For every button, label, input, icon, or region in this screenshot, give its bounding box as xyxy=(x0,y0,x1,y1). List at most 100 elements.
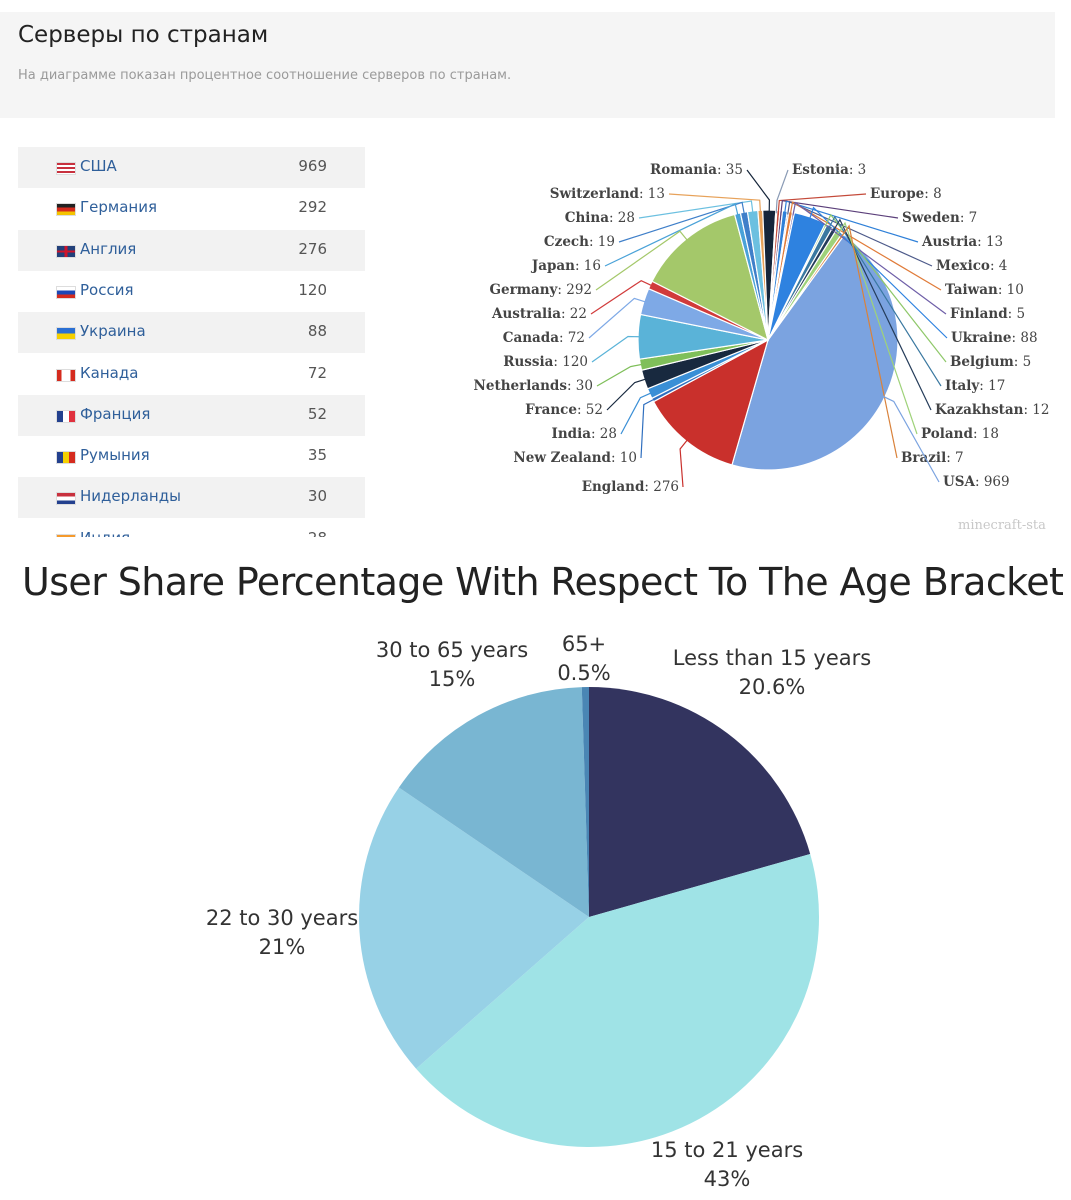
slice-label: USA: 969 xyxy=(943,474,1010,490)
pie-slice xyxy=(416,853,820,1148)
slice-label: Estonia: 3 xyxy=(792,162,866,178)
slice-label: New Zealand: 10 xyxy=(513,450,637,466)
leader-line xyxy=(792,201,947,315)
slice-label: China: 28 xyxy=(565,210,635,226)
slice-label: Japan: 16 xyxy=(531,258,601,274)
age-chart-title: User Share Percentage With Respect To Th… xyxy=(22,560,1064,604)
server-count: 35 xyxy=(307,446,327,465)
table-row: Индия 28 xyxy=(18,519,365,537)
slice-label: Netherlands: 30 xyxy=(474,378,593,394)
country-name-link[interactable]: Украина xyxy=(80,322,146,341)
country-name-link[interactable]: Канада xyxy=(80,363,139,382)
flag-icon xyxy=(56,409,76,423)
flag-icon xyxy=(56,327,76,341)
pie-slice xyxy=(398,687,589,917)
server-count: 276 xyxy=(298,239,327,258)
country-name-link[interactable]: Румыния xyxy=(80,446,150,465)
leader-line xyxy=(604,203,739,267)
slice-label: Poland: 18 xyxy=(921,426,999,442)
leader-line xyxy=(784,200,919,243)
slice-label: Ukraine: 88 xyxy=(951,330,1038,346)
slice-label: Germany: 292 xyxy=(489,282,592,298)
leader-line xyxy=(832,218,932,411)
slice-label: Austria: 13 xyxy=(921,234,1003,250)
country-name-link[interactable]: Нидерланды xyxy=(80,487,181,506)
leader-line xyxy=(595,230,689,291)
server-count: 28 xyxy=(308,529,327,537)
flag-icon xyxy=(56,492,76,506)
slice-label: 65+ xyxy=(562,632,606,656)
country-name-link[interactable]: Франция xyxy=(80,404,151,423)
flag-icon xyxy=(56,368,76,382)
slice-label: Belgium: 5 xyxy=(950,354,1031,370)
slice-label: Taiwan: 10 xyxy=(945,282,1024,298)
slice-label: Kazakhstan: 12 xyxy=(935,402,1050,418)
slice-label: Australia: 22 xyxy=(491,306,587,322)
page-title: Серверы по странам xyxy=(18,22,269,48)
country-name-link[interactable]: Россия xyxy=(80,280,134,299)
leader-line xyxy=(606,378,648,411)
leader-line xyxy=(668,193,762,214)
leader-line xyxy=(620,391,653,435)
table-row: Румыния 35 xyxy=(18,436,365,477)
server-count: 52 xyxy=(307,404,327,423)
leader-line xyxy=(789,201,942,291)
country-name-link[interactable]: Англия xyxy=(80,239,137,258)
flag-icon xyxy=(56,533,76,537)
leader-line xyxy=(596,363,644,387)
slice-label: Europe: 8 xyxy=(870,186,942,202)
server-count: 88 xyxy=(307,322,327,341)
slice-percent: 21% xyxy=(259,935,306,959)
slice-label: Sweden: 7 xyxy=(902,210,977,226)
leader-line xyxy=(638,200,754,219)
age-pie-chart: Less than 15 years 20.6% 15 to 21 years 43%… xyxy=(206,632,871,1191)
table-row: Нидерланды 30 xyxy=(18,477,365,519)
slice-label: Switzerland: 13 xyxy=(550,186,665,202)
slice-label: England: 276 xyxy=(582,479,679,495)
country-name-link[interactable]: США xyxy=(80,157,117,175)
country-name-link[interactable]: Индия xyxy=(80,529,130,537)
leader-line xyxy=(841,224,898,459)
pie-slice xyxy=(589,687,811,917)
table-row: США 969 xyxy=(18,147,365,188)
slice-label: Brazil: 7 xyxy=(901,450,964,466)
country-name-link[interactable]: Германия xyxy=(80,198,157,217)
slice-percent: 0.5% xyxy=(557,661,610,685)
slice-percent: 43% xyxy=(704,1167,751,1191)
slice-label: 30 to 65 years xyxy=(376,638,528,662)
leader-line xyxy=(679,438,689,488)
flag-icon xyxy=(56,285,76,299)
server-count: 969 xyxy=(298,157,327,175)
slice-percent: 20.6% xyxy=(739,675,806,699)
table-row: Германия 292 xyxy=(18,188,365,229)
slice-label: Mexico: 4 xyxy=(936,258,1007,274)
pie-slice xyxy=(581,687,589,917)
slice-percent: 15% xyxy=(429,667,476,691)
server-count: 292 xyxy=(298,198,327,217)
slice-label: Finland: 5 xyxy=(950,306,1025,322)
watermark: minecraft-sta xyxy=(958,518,1046,533)
table-row: Россия 120 xyxy=(18,271,365,312)
server-count: 120 xyxy=(298,280,327,299)
country-table: США 969 Германия 292 Англия 276 Россия 120 Украи… xyxy=(18,147,365,537)
slice-label: 15 to 21 years xyxy=(651,1138,803,1162)
slice-label: India: 28 xyxy=(552,426,617,442)
table-row: Англия 276 xyxy=(18,229,365,271)
slice-label: Russia: 120 xyxy=(503,354,588,370)
leader-line xyxy=(780,200,899,219)
leader-line xyxy=(590,280,654,315)
slice-label: Romania: 35 xyxy=(650,162,743,178)
table-row: Канада 72 xyxy=(18,354,365,395)
slice-label: Canada: 72 xyxy=(503,330,585,346)
table-row: Франция 52 xyxy=(18,394,365,436)
leader-line xyxy=(640,398,656,459)
slice-label: Czech: 19 xyxy=(544,234,615,250)
server-count: 30 xyxy=(307,487,327,506)
flag-icon xyxy=(56,244,76,258)
leader-line xyxy=(775,169,789,214)
slice-label: France: 52 xyxy=(525,402,603,418)
header-panel xyxy=(0,12,1055,118)
table-row: Украина 88 xyxy=(18,312,365,354)
leader-line xyxy=(881,395,940,483)
